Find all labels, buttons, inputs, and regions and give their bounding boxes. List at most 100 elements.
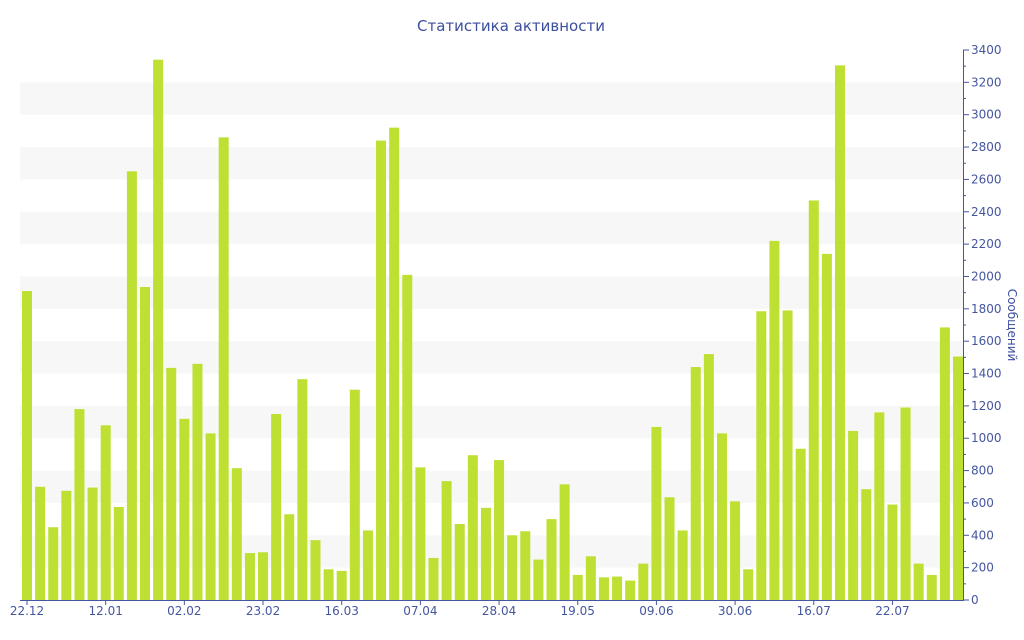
bar[interactable] [598,577,609,600]
bar[interactable] [480,507,491,600]
bar[interactable] [533,559,544,600]
bar[interactable] [769,240,780,600]
bar[interactable] [441,481,452,600]
bar[interactable] [874,412,885,600]
y-tick-label: 1600 [971,334,1002,348]
bar[interactable] [664,497,675,600]
bar[interactable] [638,563,649,600]
bar[interactable] [362,530,373,600]
bar[interactable] [546,519,557,600]
x-tick-label: 19.05 [561,604,595,618]
y-tick-label: 2000 [971,269,1002,283]
bar[interactable] [140,286,151,600]
bar[interactable] [926,574,937,600]
bar[interactable] [231,468,242,600]
bar[interactable] [559,484,570,600]
bar[interactable] [651,426,662,600]
bar[interactable] [677,530,688,600]
bar[interactable] [48,527,59,600]
bar[interactable] [271,413,282,600]
y-tick-label: 1000 [971,431,1002,445]
y-tick-label: 2400 [971,205,1002,219]
bar[interactable] [625,580,636,600]
bar[interactable] [821,253,832,600]
bar[interactable] [913,563,924,600]
bar[interactable] [205,433,216,600]
bar[interactable] [153,59,164,601]
bar[interactable] [323,569,334,600]
y-tick-label: 1400 [971,367,1002,381]
bar[interactable] [179,418,190,600]
bar[interactable] [258,552,269,600]
bar[interactable] [166,367,177,600]
y-tick-label: 2600 [971,172,1002,186]
bar[interactable] [284,514,295,600]
bar[interactable] [795,448,806,600]
bar[interactable] [887,504,898,600]
bar[interactable] [467,455,478,600]
x-tick-label: 02.02 [167,604,201,618]
grid-band [20,211,963,245]
bar[interactable] [612,576,623,600]
bar[interactable] [297,379,308,600]
bar[interactable] [218,137,229,600]
bar[interactable] [507,535,518,600]
bar[interactable] [22,291,32,600]
y-tick-label: 1200 [971,399,1002,413]
bar[interactable] [126,171,137,600]
bar[interactable] [861,489,872,600]
bar[interactable] [428,557,439,600]
bar[interactable] [454,523,465,600]
bar[interactable] [74,409,85,600]
bar[interactable] [848,430,859,600]
bar[interactable] [730,501,741,600]
x-tick-label: 16.07 [797,604,831,618]
y-axis-ticks: 0 200 400 600 800 1000 1200 1400 1600 1800 2000 220… [963,43,1002,607]
bar[interactable] [244,553,255,600]
bar[interactable] [402,274,413,600]
bar[interactable] [690,367,701,600]
bar[interactable] [113,506,124,600]
bar[interactable] [703,354,714,600]
bar[interactable] [310,540,321,600]
y-axis-title: Сообщений [1005,289,1019,362]
grid-band [20,341,963,374]
x-tick-label: 28.04 [482,604,516,618]
bar[interactable] [494,460,505,600]
bar[interactable] [100,425,111,600]
bar[interactable] [743,569,754,600]
bar[interactable] [716,433,727,600]
grid-band [20,470,963,503]
bar[interactable] [834,65,845,600]
y-tick-label: 800 [971,464,994,478]
bar[interactable] [572,574,583,600]
bar[interactable] [87,487,98,600]
bar[interactable] [585,556,596,600]
y-tick-label: 400 [971,528,994,542]
x-tick-label: 16.03 [325,604,359,618]
y-tick-label: 2200 [971,237,1002,251]
y-tick-label: 3000 [971,108,1002,122]
bar[interactable] [376,140,387,600]
bar[interactable] [61,490,72,600]
bar[interactable] [939,327,950,600]
bar[interactable] [336,570,347,600]
bar[interactable] [900,407,911,601]
bar[interactable] [520,531,531,600]
bar[interactable] [389,127,400,600]
bar[interactable] [415,467,426,600]
x-tick-label: 09.06 [639,604,673,618]
x-tick-label: 30.06 [718,604,752,618]
bar[interactable] [782,310,793,600]
bar[interactable] [349,389,360,600]
bar[interactable] [756,311,767,600]
grid-band [20,276,963,309]
x-tick-label: 22.12 [10,604,44,618]
bar[interactable] [192,363,203,600]
y-tick-label: 0 [971,593,979,607]
bar[interactable] [953,356,963,600]
bar[interactable] [35,486,46,600]
x-tick-label: 23.02 [246,604,280,618]
bar[interactable] [808,200,819,601]
x-tick-label: 22.07 [875,604,909,618]
